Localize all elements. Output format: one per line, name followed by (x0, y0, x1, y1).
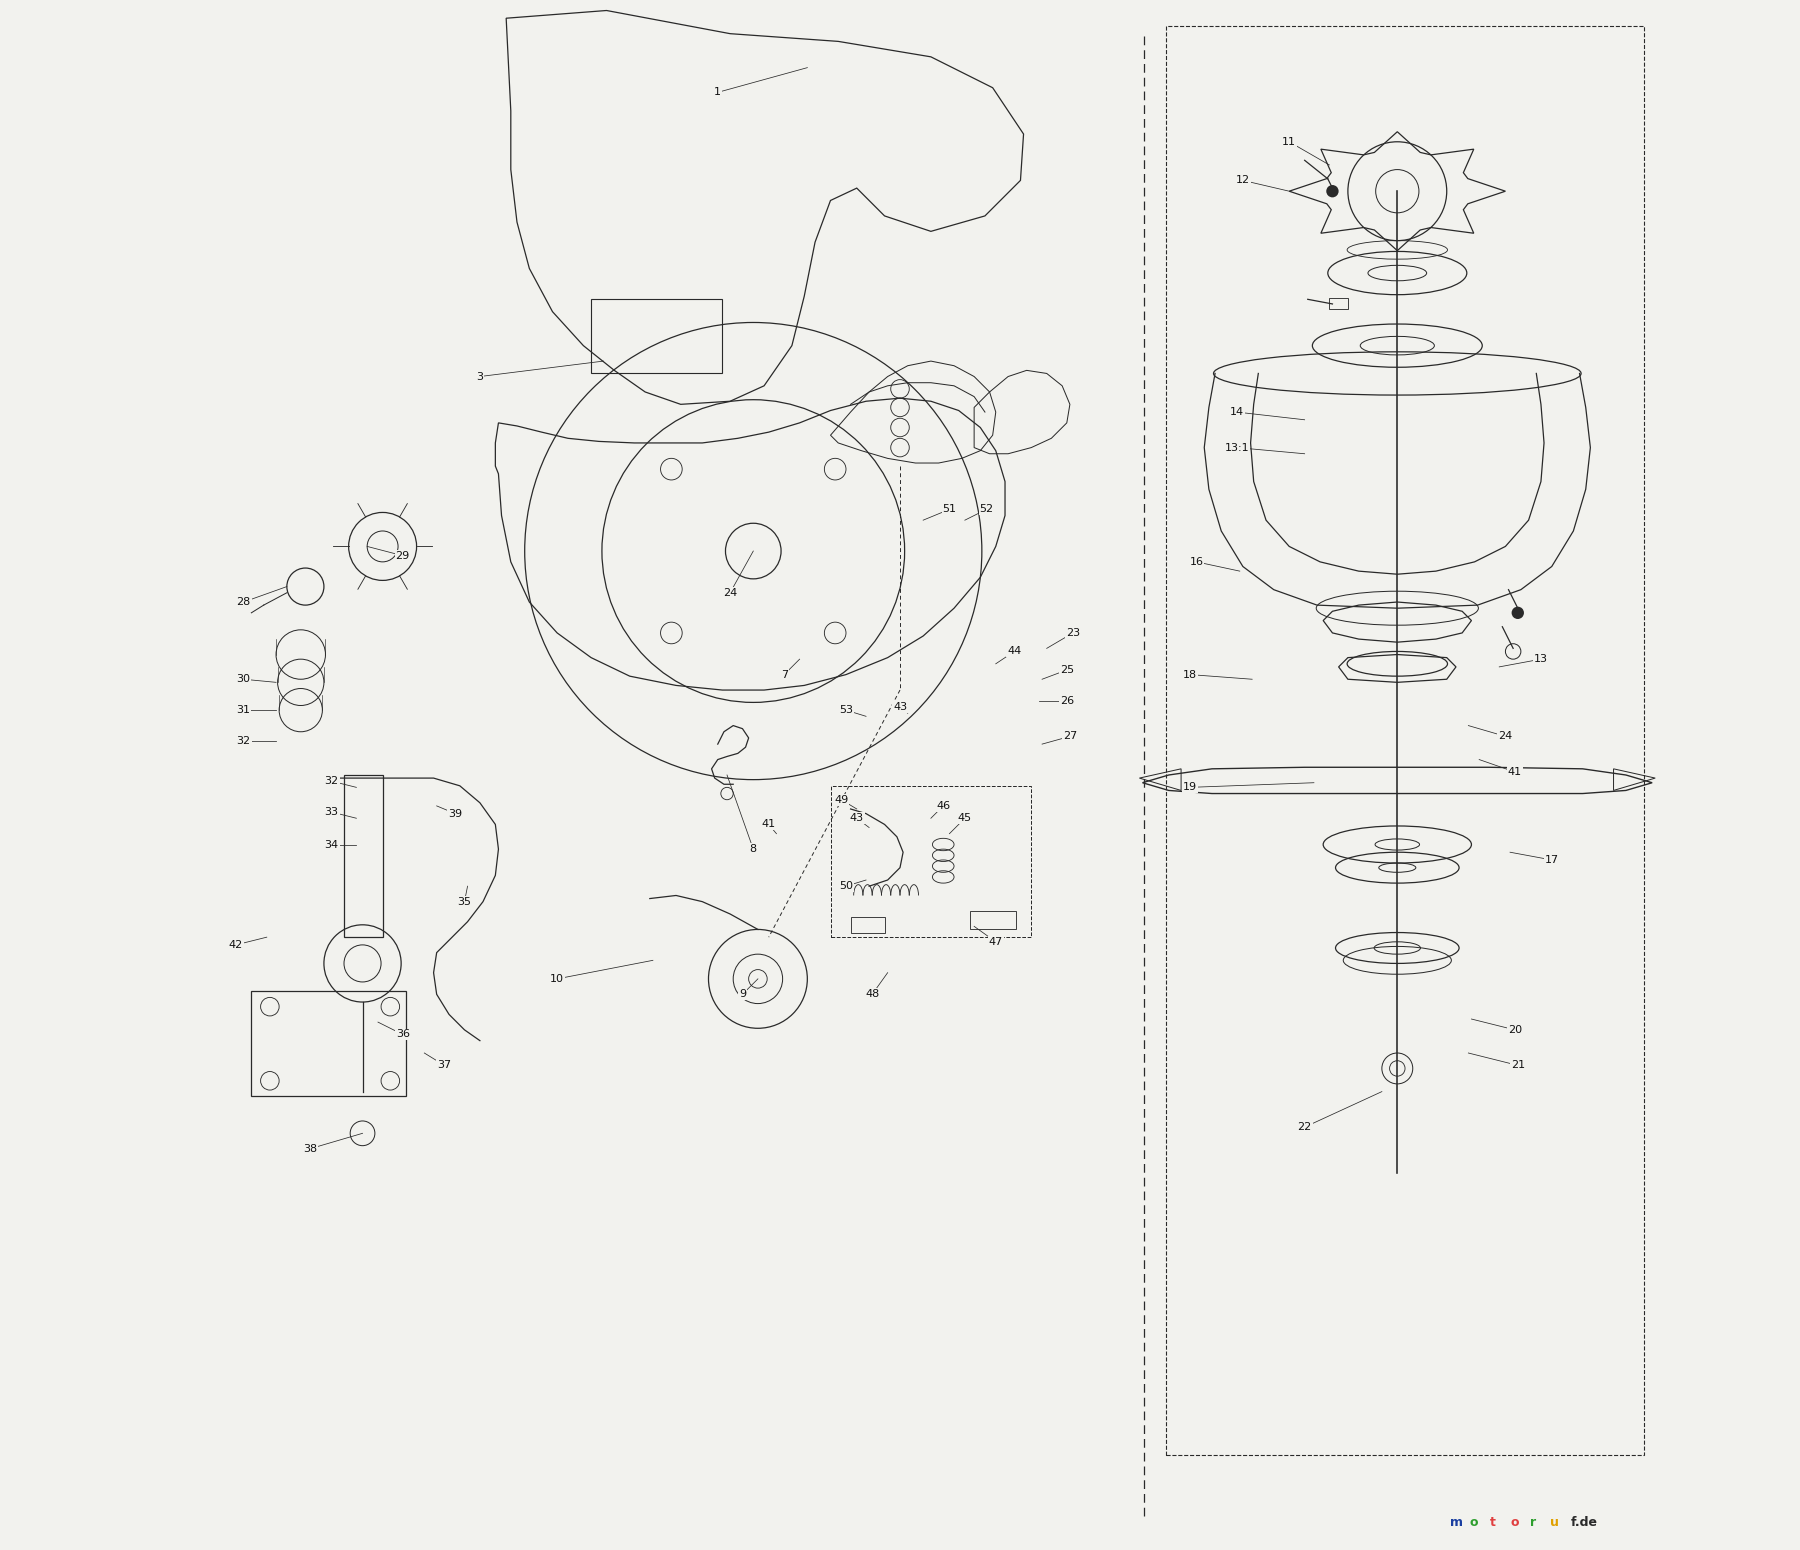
Text: 45: 45 (958, 814, 972, 823)
Bar (590, 299, 722, 374)
Text: 19: 19 (1183, 783, 1197, 792)
Bar (344, 775, 383, 938)
Text: 31: 31 (236, 705, 250, 715)
Text: 21: 21 (1510, 1060, 1525, 1071)
Text: 13:1: 13:1 (1224, 443, 1249, 453)
Text: 39: 39 (448, 809, 463, 818)
Text: 33: 33 (324, 808, 338, 817)
Text: 24: 24 (724, 587, 738, 598)
Text: 23: 23 (1066, 628, 1080, 639)
Bar (970, 911, 1015, 930)
Bar (252, 990, 405, 1096)
Text: o: o (1471, 1516, 1478, 1528)
Bar (830, 786, 1031, 938)
Text: 16: 16 (1190, 556, 1204, 567)
Text: 46: 46 (936, 801, 950, 811)
Text: 51: 51 (943, 504, 956, 515)
Text: 7: 7 (781, 670, 788, 679)
Text: 41: 41 (1508, 767, 1521, 777)
Text: 43: 43 (893, 702, 907, 711)
Text: 12: 12 (1237, 175, 1249, 186)
Text: 27: 27 (1062, 732, 1076, 741)
Text: 50: 50 (839, 882, 853, 891)
Text: 26: 26 (1060, 696, 1075, 705)
Text: 13: 13 (1534, 654, 1548, 663)
Text: m: m (1449, 1516, 1463, 1528)
Text: 43: 43 (850, 814, 864, 823)
Bar (1166, 26, 1645, 1454)
Text: 48: 48 (866, 989, 880, 1000)
Text: 34: 34 (324, 840, 338, 849)
Text: 44: 44 (1008, 646, 1021, 657)
Text: 47: 47 (988, 936, 1003, 947)
Text: 24: 24 (1498, 732, 1512, 741)
Text: 41: 41 (761, 820, 776, 829)
Text: o: o (1510, 1516, 1519, 1528)
Text: 14: 14 (1229, 408, 1244, 417)
Text: 32: 32 (324, 777, 338, 786)
Text: 20: 20 (1508, 1025, 1521, 1035)
Bar (851, 918, 884, 933)
Text: 9: 9 (740, 989, 745, 1000)
Text: 32: 32 (236, 736, 250, 746)
Text: 18: 18 (1183, 670, 1197, 679)
Text: 37: 37 (437, 1060, 452, 1071)
Circle shape (1512, 606, 1525, 618)
Text: 3: 3 (477, 372, 484, 381)
Text: 52: 52 (979, 504, 994, 515)
Text: 28: 28 (236, 597, 250, 608)
Text: f.de: f.de (1570, 1516, 1597, 1528)
Text: r: r (1530, 1516, 1535, 1528)
Text: 29: 29 (396, 550, 410, 561)
Text: 10: 10 (551, 973, 563, 984)
Text: 36: 36 (396, 1029, 410, 1040)
Text: 22: 22 (1298, 1122, 1312, 1132)
Text: 8: 8 (751, 845, 756, 854)
Circle shape (1327, 184, 1339, 197)
Text: 11: 11 (1282, 136, 1296, 147)
Text: 49: 49 (833, 795, 848, 804)
Text: t: t (1490, 1516, 1496, 1528)
Text: 30: 30 (236, 674, 250, 684)
Bar (1330, 298, 1348, 308)
Text: 38: 38 (302, 1144, 317, 1153)
Text: 1: 1 (715, 87, 722, 98)
Text: 17: 17 (1544, 856, 1559, 865)
Text: 25: 25 (1060, 665, 1075, 674)
Text: 53: 53 (839, 705, 853, 715)
Text: u: u (1550, 1516, 1559, 1528)
Text: 35: 35 (457, 896, 472, 907)
Text: 42: 42 (229, 939, 243, 950)
